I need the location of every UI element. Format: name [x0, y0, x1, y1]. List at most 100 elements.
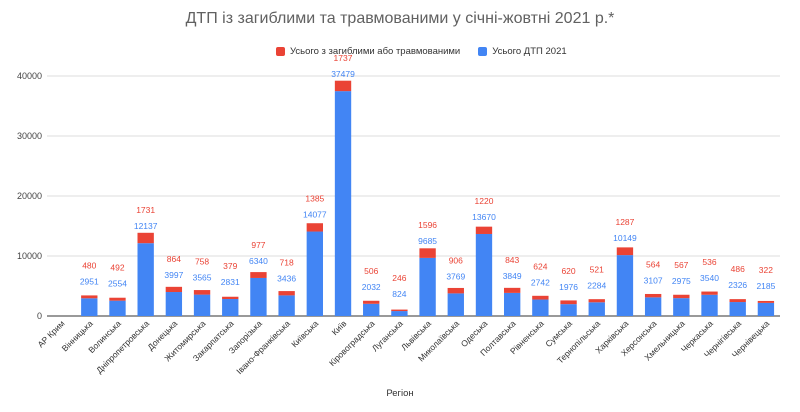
y-tick-label: 30000 [17, 131, 42, 141]
bar-total [588, 302, 605, 316]
bar-injured [363, 300, 380, 304]
bar-total [109, 300, 126, 316]
data-label-total: 10149 [613, 233, 637, 243]
legend-swatch-injured [276, 47, 285, 56]
data-label-total: 2326 [728, 280, 747, 290]
bar-injured [81, 295, 98, 299]
x-axis-title: Регіон [386, 388, 414, 399]
data-label-total: 2554 [108, 279, 127, 289]
bar-total [250, 277, 267, 316]
legend: Усього з загиблими або травмованими Усьо… [276, 46, 585, 57]
data-label-injured: 536 [702, 257, 716, 267]
bar-injured [334, 80, 352, 92]
x-tick-label: Івано-Франківська [234, 318, 292, 376]
data-label-injured: 506 [364, 266, 378, 276]
data-label-total: 1976 [559, 282, 578, 292]
legend-swatch-total [478, 47, 488, 56]
bar-injured [165, 286, 183, 293]
bar-injured [475, 226, 493, 234]
bar-injured [673, 294, 690, 299]
x-tick-label: Луганська [370, 318, 405, 353]
y-tick-label: 0 [37, 311, 42, 321]
data-label-total: 2284 [587, 280, 606, 290]
bar-total [729, 302, 746, 316]
data-label-injured: 1287 [615, 217, 634, 227]
data-label-total: 2032 [362, 282, 381, 292]
bar-total [306, 231, 324, 316]
x-tick-label: Дніпропетровська [94, 318, 151, 375]
data-label-injured: 486 [731, 264, 745, 274]
bar-injured [588, 299, 605, 303]
bar-injured [250, 272, 267, 278]
bar-total [278, 295, 295, 316]
bar-total [81, 298, 98, 316]
data-label-total: 824 [392, 289, 406, 299]
data-label-total: 37479 [331, 69, 355, 79]
bar-total [447, 293, 464, 316]
data-label-total: 3436 [277, 273, 296, 283]
data-label-total: 3107 [644, 275, 663, 285]
bar-total [193, 294, 211, 316]
data-label-total: 6340 [249, 256, 268, 266]
bar-total [560, 304, 577, 316]
bar-injured [644, 293, 662, 298]
bar-total [757, 302, 775, 316]
data-label-total: 3565 [193, 273, 212, 283]
data-label-injured: 1385 [305, 194, 324, 204]
data-label-injured: 718 [280, 257, 294, 267]
data-label-injured: 564 [646, 259, 660, 269]
bar-total [137, 243, 154, 316]
bar-total [391, 311, 408, 316]
bar-total [644, 297, 662, 316]
bar-total [419, 257, 436, 316]
bar-injured [701, 291, 718, 295]
bar-injured [757, 300, 775, 303]
data-label-total: 3849 [503, 271, 522, 281]
data-label-total: 2185 [756, 281, 775, 291]
legend-label-total: Усього ДТП 2021 [492, 46, 567, 57]
bar-total [673, 298, 690, 316]
data-label-total: 3769 [446, 271, 465, 281]
data-label-injured: 758 [195, 257, 209, 267]
bar-total [475, 233, 493, 316]
data-label-injured: 977 [251, 240, 265, 250]
data-label-injured: 843 [505, 255, 519, 265]
data-label-total: 2951 [80, 276, 99, 286]
data-label-total: 13670 [472, 212, 496, 222]
bar-total [222, 299, 239, 316]
data-label-injured: 246 [392, 273, 406, 283]
data-label-total: 2831 [221, 277, 240, 287]
bar-total [363, 303, 380, 316]
bar-total [701, 294, 718, 316]
data-label-total: 2742 [531, 278, 550, 288]
data-label-injured: 322 [759, 265, 773, 275]
data-label-injured: 567 [674, 260, 688, 270]
bar-total [334, 91, 352, 316]
bar-injured [193, 290, 211, 295]
bar-total [165, 292, 183, 316]
bar-total [616, 255, 634, 316]
data-label-injured: 480 [82, 260, 96, 270]
data-label-injured: 906 [449, 255, 463, 265]
bar-injured [729, 299, 746, 303]
bar-injured [447, 287, 464, 294]
y-tick-label: 20000 [17, 191, 42, 201]
bar-total [532, 299, 549, 316]
bar-injured [560, 300, 577, 305]
y-tick-label: 10000 [17, 251, 42, 261]
data-label-injured: 379 [223, 261, 237, 271]
bar-injured [137, 232, 154, 244]
data-label-injured: 1731 [136, 205, 155, 215]
legend-label-injured: Усього з загиблими або травмованими [290, 46, 461, 57]
bar-injured [109, 297, 126, 301]
data-label-total: 9685 [418, 236, 437, 246]
x-tick-label: Київська [289, 318, 320, 349]
bar-injured [419, 248, 436, 258]
data-label-injured: 1596 [418, 220, 437, 230]
bar-injured [306, 223, 324, 232]
bar-injured [278, 291, 295, 296]
chart-title: ДТП із загиблими та травмованими у січні… [185, 10, 615, 27]
data-label-injured: 492 [110, 263, 124, 273]
